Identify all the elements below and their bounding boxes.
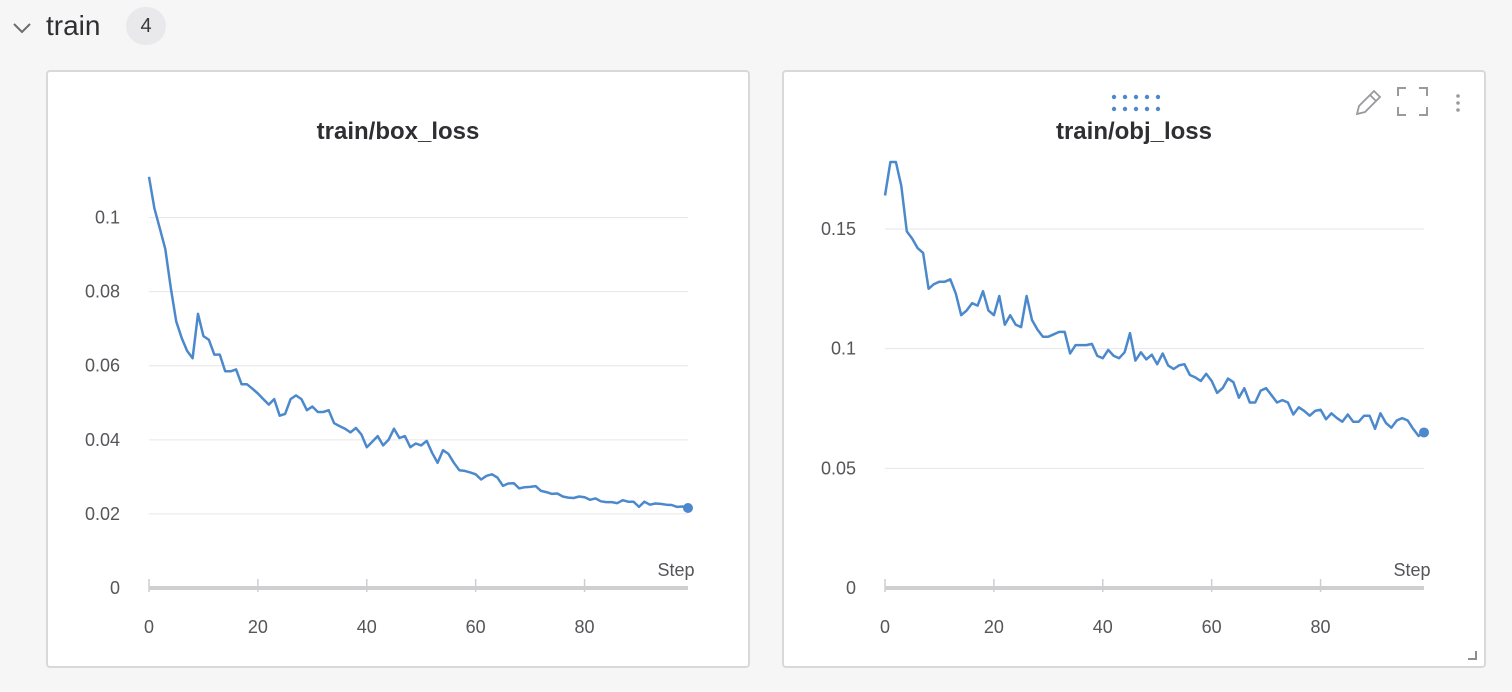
x-axis-label: Step [657,560,694,580]
x-axis-label: Step [1393,560,1430,580]
y-tick-label: 0.1 [831,339,856,359]
x-tick-label: 0 [880,617,890,637]
more-vertical-icon[interactable] [1456,94,1460,112]
x-tick-label: 80 [575,617,595,637]
y-tick-label: 0 [110,578,120,598]
series-line[interactable] [147,176,689,510]
y-tick-label: 0.08 [85,282,120,302]
panel-count-badge: 4 [126,7,166,45]
x-tick-label: 20 [248,617,268,637]
chevron-down-icon[interactable] [12,18,32,38]
chart-panel-box-loss[interactable]: train/box_loss 0 0.02 0.04 0.06 0.08 0.1 0 20 40… [46,70,750,668]
series-end-point[interactable] [1419,427,1429,438]
y-tick-label: 0.02 [85,504,120,524]
resize-handle-icon[interactable] [1468,651,1477,660]
series-end-point[interactable] [683,502,693,513]
section-title[interactable]: train [46,10,101,41]
x-tick-label: 40 [357,617,377,637]
obj-loss-chart: 0 0.05 0.1 0.15 0 20 40 60 80 Step [821,160,1431,637]
panel-toolbar [1111,87,1477,660]
y-tick-label: 0.05 [821,458,856,478]
box-loss-chart: 0 0.02 0.04 0.06 0.08 0.1 0 20 40 60 80 Step [85,176,695,637]
x-tick-label: 80 [1311,617,1331,637]
section-header: train 4 [0,0,1512,56]
chart-title: train/box_loss [316,118,480,145]
y-tick-label: 0.04 [85,430,120,450]
y-tick-label: 0.15 [821,219,856,239]
series-line[interactable] [883,160,1425,438]
drag-handle-icon[interactable] [1111,94,1161,112]
x-tick-label: 40 [1093,617,1113,637]
x-tick-label: 60 [1202,617,1222,637]
x-tick-label: 20 [984,617,1004,637]
y-tick-label: 0.1 [95,208,120,228]
fullscreen-icon[interactable] [1397,87,1428,116]
pencil-icon[interactable] [1355,89,1382,116]
x-tick-label: 60 [466,617,486,637]
chart-title: train/obj_loss [1055,118,1213,145]
y-tick-label: 0.06 [85,356,120,376]
chart-panel-obj-loss[interactable]: train/obj_loss 0 0.05 0.1 0.15 0 20 40 60 80 Step [782,70,1486,668]
x-tick-label: 0 [144,617,154,637]
y-tick-label: 0 [846,578,856,598]
